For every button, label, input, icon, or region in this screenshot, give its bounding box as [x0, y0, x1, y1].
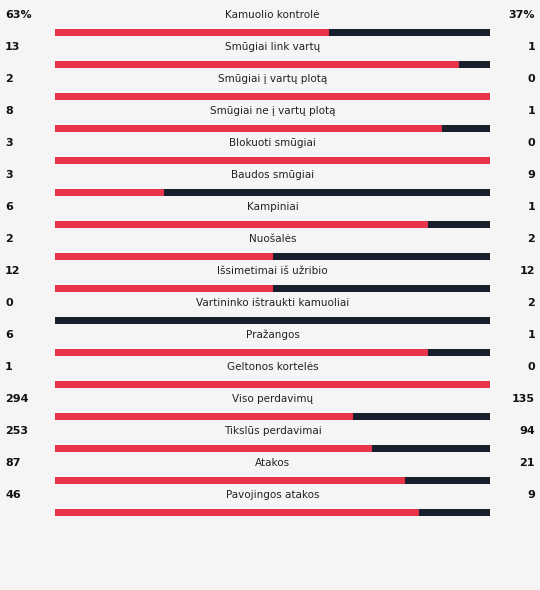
Bar [329, 30, 490, 37]
Text: 1: 1 [527, 106, 535, 116]
Text: Geltonos kortelės: Geltonos kortelės [227, 362, 318, 372]
Bar [428, 349, 490, 356]
Bar [55, 126, 490, 133]
Bar [55, 414, 490, 421]
Bar [55, 477, 490, 484]
Bar [55, 445, 372, 453]
Bar [55, 30, 329, 37]
Text: 13: 13 [5, 42, 21, 52]
Text: 3: 3 [5, 170, 12, 180]
Bar [406, 477, 490, 484]
Text: Baudos smūgiai: Baudos smūgiai [231, 170, 314, 180]
Text: 12: 12 [519, 266, 535, 276]
Text: 0: 0 [5, 298, 12, 308]
Bar [55, 61, 490, 68]
Bar [55, 414, 353, 421]
Bar [273, 286, 490, 293]
Bar [55, 286, 273, 293]
Text: Nuošalės: Nuošalės [249, 234, 296, 244]
Bar [55, 158, 490, 165]
Text: Smūgiai link vartų: Smūgiai link vartų [225, 42, 320, 52]
Text: Išsimetimai iš užribio: Išsimetimai iš užribio [217, 266, 328, 276]
Bar [442, 126, 490, 133]
Bar [55, 158, 490, 165]
Bar [55, 93, 490, 100]
Bar [55, 189, 490, 196]
Text: Pavojingos atakos: Pavojingos atakos [226, 490, 319, 500]
Bar [55, 61, 459, 68]
Text: Viso perdavimų: Viso perdavimų [232, 394, 313, 404]
Bar [55, 30, 490, 37]
Text: 37%: 37% [509, 10, 535, 20]
Bar [55, 93, 490, 100]
Text: Kamuolio kontrolė: Kamuolio kontrolė [225, 10, 320, 20]
Bar [273, 254, 490, 260]
Bar [55, 349, 490, 356]
Bar [55, 286, 490, 293]
Text: 0: 0 [528, 362, 535, 372]
Bar [55, 189, 164, 196]
Text: Kampiniai: Kampiniai [247, 202, 299, 212]
Text: 12: 12 [5, 266, 21, 276]
Text: 1: 1 [527, 330, 535, 340]
Text: 8: 8 [5, 106, 13, 116]
Bar [419, 509, 490, 516]
Bar [55, 509, 490, 516]
Bar [55, 382, 490, 388]
Bar [353, 414, 490, 421]
Bar [55, 317, 490, 324]
Text: 294: 294 [5, 394, 29, 404]
Text: 63%: 63% [5, 10, 32, 20]
Text: 0: 0 [528, 138, 535, 148]
Text: Vartininko ištraukti kamuoliai: Vartininko ištraukti kamuoliai [196, 298, 349, 308]
Bar [55, 382, 490, 388]
Bar [55, 509, 419, 516]
Text: Blokuoti smūgiai: Blokuoti smūgiai [229, 138, 316, 148]
Text: 2: 2 [5, 234, 13, 244]
Text: Atakos: Atakos [255, 458, 290, 468]
Text: 253: 253 [5, 426, 28, 436]
Text: 46: 46 [5, 490, 21, 500]
Text: 87: 87 [5, 458, 21, 468]
Text: 6: 6 [5, 330, 13, 340]
Text: 2: 2 [527, 234, 535, 244]
Text: Pražangos: Pražangos [246, 330, 300, 340]
Text: 9: 9 [527, 170, 535, 180]
Bar [55, 254, 490, 260]
Bar [55, 221, 490, 228]
Text: 1: 1 [527, 42, 535, 52]
Text: 94: 94 [519, 426, 535, 436]
Text: 1: 1 [527, 202, 535, 212]
Text: Smūgiai į vartų plotą: Smūgiai į vartų plotą [218, 74, 327, 84]
Bar [164, 189, 490, 196]
Text: 1: 1 [5, 362, 13, 372]
Bar [55, 349, 428, 356]
Bar [459, 61, 490, 68]
Text: 2: 2 [527, 298, 535, 308]
Text: 135: 135 [512, 394, 535, 404]
Text: 6: 6 [5, 202, 13, 212]
Bar [55, 254, 273, 260]
Text: Smūgiai ne į vartų plotą: Smūgiai ne į vartų plotą [210, 106, 335, 116]
Text: 9: 9 [527, 490, 535, 500]
Bar [428, 221, 490, 228]
Bar [55, 445, 490, 453]
Text: 2: 2 [5, 74, 13, 84]
Text: Tikslūs perdavimai: Tikslūs perdavimai [224, 426, 321, 436]
Text: 3: 3 [5, 138, 12, 148]
Bar [55, 317, 490, 324]
Bar [55, 126, 442, 133]
Bar [372, 445, 490, 453]
Text: 21: 21 [519, 458, 535, 468]
Text: 0: 0 [528, 74, 535, 84]
Bar [55, 221, 428, 228]
Bar [55, 477, 406, 484]
